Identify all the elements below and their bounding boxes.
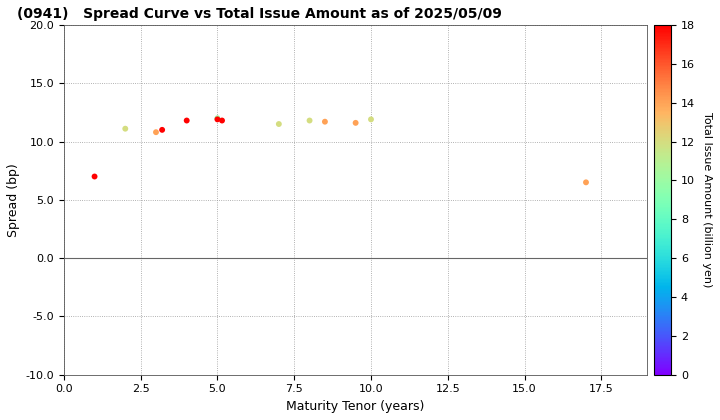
Point (181, 117, 192, 124)
Point (120, 125, 131, 132)
X-axis label: Maturity Tenor (years): Maturity Tenor (years) (287, 400, 425, 413)
Y-axis label: Spread (bp): Spread (bp) (7, 163, 20, 237)
Point (212, 116, 223, 123)
Text: (0941)   Spread Curve vs Total Issue Amount as of 2025/05/09: (0941) Spread Curve vs Total Issue Amoun… (17, 7, 502, 21)
Point (150, 129, 162, 136)
Point (350, 120, 361, 126)
Point (89, 173, 100, 180)
Point (319, 118, 330, 125)
Y-axis label: Total Issue Amount (billion yen): Total Issue Amount (billion yen) (701, 112, 711, 288)
Point (273, 121, 284, 127)
Point (212, 115, 223, 121)
Point (365, 116, 377, 123)
Point (304, 117, 315, 124)
Point (216, 117, 228, 124)
Point (580, 179, 592, 186)
Point (156, 126, 168, 133)
